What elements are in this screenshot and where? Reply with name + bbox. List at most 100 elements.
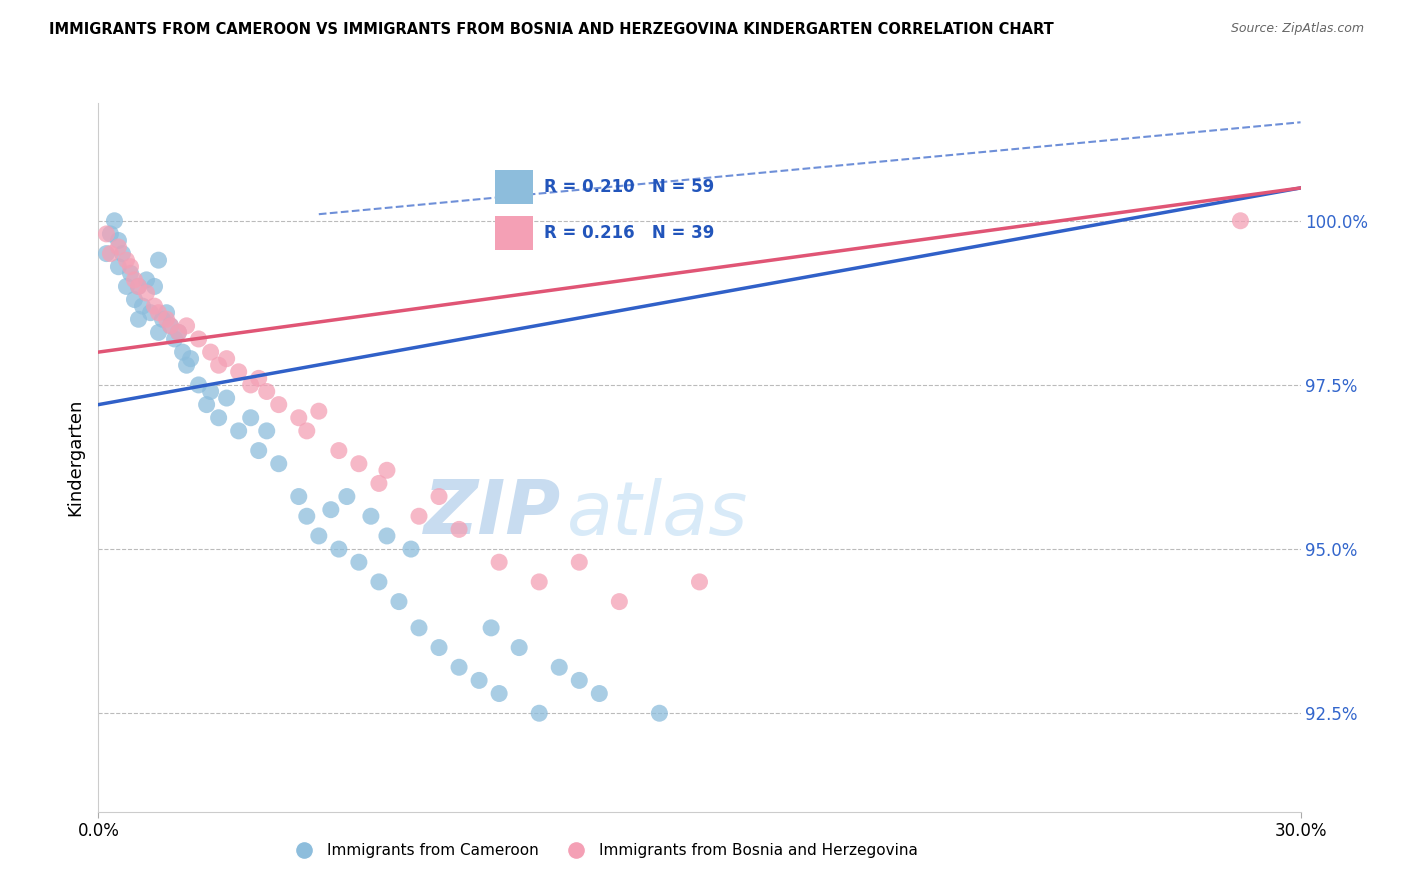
Point bbox=[548, 660, 571, 674]
Point bbox=[120, 266, 142, 280]
Point bbox=[688, 574, 710, 589]
Point bbox=[256, 424, 278, 438]
Point bbox=[128, 312, 150, 326]
Point bbox=[488, 687, 510, 701]
Text: Source: ZipAtlas.com: Source: ZipAtlas.com bbox=[1230, 22, 1364, 36]
Point bbox=[159, 318, 181, 333]
Point bbox=[148, 253, 170, 268]
Point bbox=[1229, 214, 1251, 228]
Point bbox=[107, 240, 129, 254]
Point bbox=[200, 384, 222, 399]
Point bbox=[180, 351, 202, 366]
Point bbox=[115, 279, 138, 293]
Point bbox=[228, 424, 250, 438]
Point bbox=[388, 594, 411, 608]
Text: IMMIGRANTS FROM CAMEROON VS IMMIGRANTS FROM BOSNIA AND HERZEGOVINA KINDERGARTEN : IMMIGRANTS FROM CAMEROON VS IMMIGRANTS F… bbox=[49, 22, 1054, 37]
Point bbox=[375, 463, 398, 477]
Point bbox=[247, 443, 270, 458]
Point bbox=[111, 246, 134, 260]
Legend: Immigrants from Cameroon, Immigrants from Bosnia and Herzegovina: Immigrants from Cameroon, Immigrants fro… bbox=[283, 837, 924, 864]
Point bbox=[267, 457, 290, 471]
Point bbox=[215, 391, 238, 405]
Point bbox=[568, 555, 591, 569]
Point bbox=[375, 529, 398, 543]
Point bbox=[152, 312, 174, 326]
Point bbox=[568, 673, 591, 688]
Point bbox=[155, 312, 177, 326]
Point bbox=[215, 351, 238, 366]
Point bbox=[128, 279, 150, 293]
Point bbox=[124, 293, 146, 307]
Point bbox=[135, 285, 157, 300]
Point bbox=[96, 246, 118, 260]
Point bbox=[427, 490, 450, 504]
Point bbox=[308, 404, 330, 418]
Point bbox=[479, 621, 502, 635]
Point bbox=[308, 529, 330, 543]
Point bbox=[399, 542, 422, 557]
Point bbox=[239, 378, 262, 392]
Point bbox=[187, 378, 209, 392]
Point bbox=[287, 490, 309, 504]
Point bbox=[187, 332, 209, 346]
Point bbox=[256, 384, 278, 399]
Point bbox=[648, 706, 671, 721]
Point bbox=[195, 398, 218, 412]
Point bbox=[176, 358, 198, 372]
Point bbox=[529, 574, 551, 589]
Point bbox=[163, 332, 186, 346]
Point bbox=[529, 706, 551, 721]
Point bbox=[143, 299, 166, 313]
Point bbox=[368, 574, 391, 589]
Point bbox=[107, 260, 129, 274]
Point bbox=[287, 410, 309, 425]
Point bbox=[167, 326, 190, 340]
Point bbox=[408, 509, 430, 524]
Point bbox=[319, 502, 342, 516]
Point bbox=[143, 279, 166, 293]
Point bbox=[247, 371, 270, 385]
Point bbox=[100, 227, 122, 241]
Point bbox=[336, 490, 359, 504]
Point bbox=[408, 621, 430, 635]
Point bbox=[208, 358, 231, 372]
Point bbox=[488, 555, 510, 569]
Point bbox=[200, 345, 222, 359]
Point bbox=[96, 227, 118, 241]
Point bbox=[100, 246, 122, 260]
Point bbox=[447, 660, 470, 674]
Point bbox=[148, 306, 170, 320]
Point bbox=[139, 306, 162, 320]
Point bbox=[468, 673, 491, 688]
Point bbox=[295, 424, 318, 438]
Point bbox=[267, 398, 290, 412]
Point bbox=[115, 253, 138, 268]
Point bbox=[135, 273, 157, 287]
Text: R = 0.216   N = 39: R = 0.216 N = 39 bbox=[544, 225, 714, 243]
Point bbox=[295, 509, 318, 524]
Point bbox=[328, 542, 350, 557]
Point bbox=[176, 318, 198, 333]
Point bbox=[347, 555, 370, 569]
Point bbox=[159, 318, 181, 333]
Point bbox=[124, 273, 146, 287]
Point bbox=[228, 365, 250, 379]
Point bbox=[155, 306, 177, 320]
Point bbox=[328, 443, 350, 458]
Point bbox=[131, 299, 153, 313]
Bar bbox=[495, 169, 533, 203]
Y-axis label: Kindergarten: Kindergarten bbox=[66, 399, 84, 516]
Point bbox=[609, 594, 631, 608]
Text: ZIP: ZIP bbox=[425, 477, 561, 550]
Point bbox=[588, 687, 610, 701]
Point bbox=[128, 279, 150, 293]
Point bbox=[239, 410, 262, 425]
Point bbox=[208, 410, 231, 425]
Point bbox=[167, 326, 190, 340]
Point bbox=[368, 476, 391, 491]
Point bbox=[447, 522, 470, 536]
Bar bbox=[495, 216, 533, 250]
Text: R = 0.210   N = 59: R = 0.210 N = 59 bbox=[544, 178, 714, 196]
Point bbox=[103, 214, 125, 228]
Point bbox=[120, 260, 142, 274]
